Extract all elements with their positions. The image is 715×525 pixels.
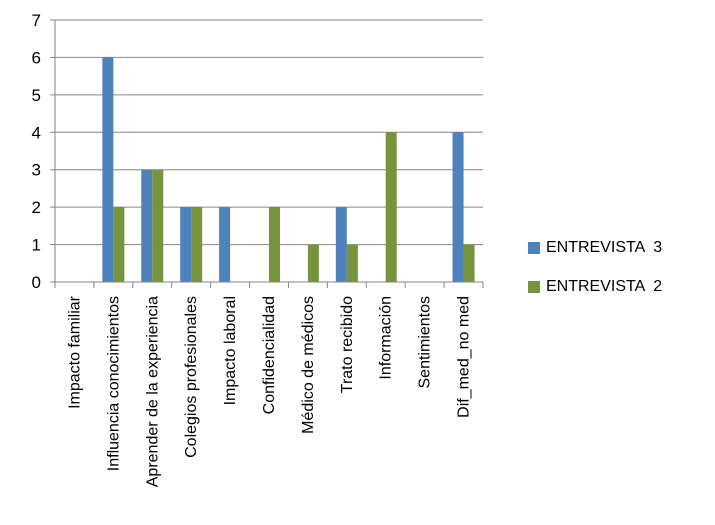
x-category-label: Confidencialidad — [261, 296, 278, 414]
gridlines — [55, 19, 483, 246]
bar-series-2 — [307, 244, 319, 282]
bar-series-1 — [452, 132, 464, 282]
legend-swatch-series-2 — [528, 281, 540, 293]
x-category-label: Médico de médicos — [300, 296, 317, 434]
x-category-label: Colegios profesionales — [183, 296, 200, 458]
bar-series-1 — [335, 207, 347, 282]
y-tick-label: 3 — [32, 161, 41, 180]
bar-series-1 — [180, 207, 192, 282]
y-tick-label: 0 — [32, 273, 41, 292]
x-category-label: Dif_med_no med — [456, 296, 473, 418]
bar-series-2 — [113, 207, 125, 282]
x-category-label: Sentimientos — [417, 296, 434, 389]
x-tick-labels: Impacto familiar Influencia conocimientos… — [66, 295, 472, 487]
y-tick-label: 1 — [32, 236, 41, 255]
bar-series-2 — [463, 244, 475, 282]
x-category-label: Impacto laboral — [222, 296, 239, 405]
bars — [102, 57, 475, 282]
legend-label-series-1: ENTREVISTA 3 — [546, 239, 663, 256]
bar-series-1 — [141, 169, 153, 282]
legend-label-series-2: ENTREVISTA 2 — [546, 278, 663, 295]
y-tick-label: 6 — [32, 48, 41, 67]
y-tick-labels: 0 1 2 3 4 5 6 7 — [32, 11, 41, 292]
bar-series-2 — [269, 207, 280, 282]
legend-item-series-2: ENTREVISTA 2 — [528, 277, 662, 297]
x-category-label: Influencia conocimientos — [105, 296, 122, 471]
bar-series-2 — [385, 132, 397, 282]
axes — [50, 19, 484, 288]
x-category-label: Impacto familiar — [66, 295, 83, 409]
y-tick-label: 5 — [32, 86, 41, 105]
bar-series-2 — [152, 169, 164, 282]
y-tick-label: 7 — [32, 11, 41, 30]
bar-series-2 — [346, 244, 358, 282]
y-tick-label: 2 — [32, 198, 41, 217]
x-category-label: Aprender de la experiencia — [144, 296, 161, 487]
legend-item-series-1: ENTREVISTA 3 — [528, 238, 662, 258]
legend: ENTREVISTA 3 ENTREVISTA 2 — [528, 238, 662, 316]
y-tick-label: 4 — [32, 123, 41, 142]
bar-series-1 — [102, 57, 114, 282]
bar-series-2 — [191, 207, 203, 282]
x-category-label: Información — [378, 296, 395, 380]
x-category-label: Trato recibido — [339, 296, 356, 393]
legend-swatch-series-1 — [528, 242, 540, 254]
bar-series-1 — [219, 207, 231, 282]
